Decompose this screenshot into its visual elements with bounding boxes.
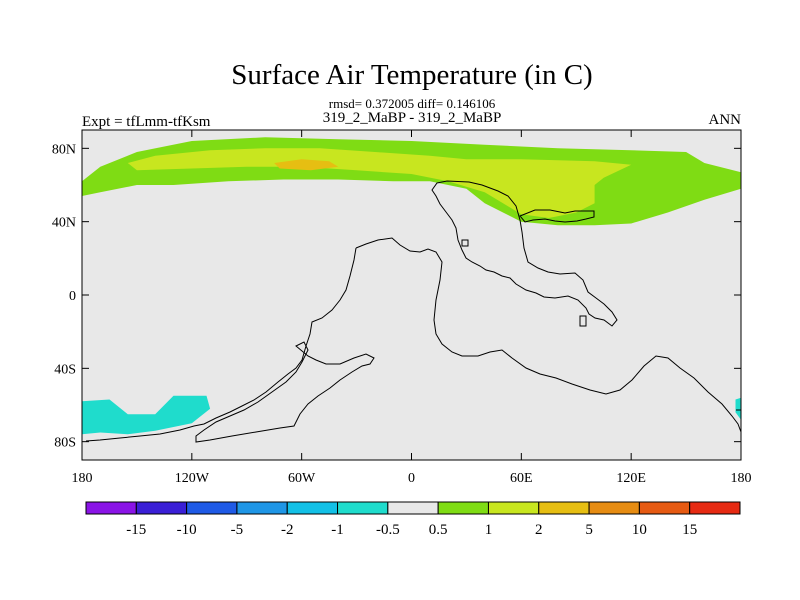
coastline-small-island bbox=[579, 315, 587, 327]
coastline-laurasia bbox=[431, 180, 618, 327]
contour-fill-region bbox=[82, 395, 211, 435]
colorbar-label: -0.5 bbox=[376, 522, 400, 538]
colorbar-label: 2 bbox=[535, 522, 543, 538]
colorbar-swatch bbox=[236, 501, 288, 515]
coastline-south-landmass bbox=[85, 247, 357, 442]
period-label: 319_2_MaBP - 319_2_MaBP bbox=[323, 110, 502, 126]
colorbar-swatch bbox=[487, 501, 540, 515]
coastline-north-america bbox=[355, 237, 741, 433]
experiment-label: Expt = tfLmm-tfKsm bbox=[82, 114, 211, 130]
continent-outlines bbox=[85, 180, 741, 443]
x-tick-label: 0 bbox=[408, 471, 415, 486]
y-tick-label: 0 bbox=[69, 289, 76, 304]
colorbar-label: -10 bbox=[177, 522, 197, 538]
contour-fill-region bbox=[735, 397, 741, 420]
colorbar-swatch bbox=[588, 501, 640, 515]
x-tick-label: 180 bbox=[72, 471, 93, 486]
coastline-north-asia bbox=[519, 209, 595, 223]
colorbar-swatch bbox=[135, 501, 188, 515]
x-tick-label: 180 bbox=[731, 471, 752, 486]
colorbar-swatch bbox=[437, 501, 489, 515]
x-tick-label: 120E bbox=[616, 471, 646, 486]
y-tick-label: 80N bbox=[52, 142, 76, 157]
colorbar-swatch bbox=[85, 501, 137, 515]
colorbar: -15 -10 -5 -2 -1 -0.5 0.5 1 2 5 10 15 bbox=[85, 501, 741, 538]
y-tick-label: 40N bbox=[52, 216, 76, 231]
chart-title: Surface Air Temperature (in C) bbox=[231, 59, 592, 91]
coastline-antarctic-fragment bbox=[736, 409, 741, 430]
map-area bbox=[81, 129, 742, 461]
colorbar-label: 0.5 bbox=[429, 522, 448, 538]
colorbar-label: -5 bbox=[231, 522, 244, 538]
colorbar-swatch bbox=[538, 501, 590, 515]
colorbar-label: 15 bbox=[682, 522, 697, 538]
colorbar-label: 1 bbox=[485, 522, 493, 538]
y-axis: 80N 40N 0 40S 80S bbox=[52, 142, 741, 451]
x-tick-label: 60E bbox=[510, 471, 533, 486]
contour-fill-region bbox=[127, 148, 632, 218]
x-tick-label: 120W bbox=[175, 471, 210, 486]
colorbar-swatch bbox=[186, 501, 238, 515]
y-tick-label: 80S bbox=[54, 436, 76, 451]
colorbar-label: -2 bbox=[281, 522, 294, 538]
x-axis: 180 120W 60W 0 60E 120E 180 bbox=[72, 130, 752, 486]
y-tick-label: 40S bbox=[54, 362, 76, 377]
contour-fill-region bbox=[274, 159, 339, 171]
stats-line: rmsd= 0.372005 diff= 0.146106 bbox=[329, 96, 496, 111]
colorbar-label: 5 bbox=[585, 522, 593, 538]
season-label: ANN bbox=[709, 112, 742, 128]
colorbar-swatch bbox=[689, 501, 741, 515]
colorbar-swatch bbox=[337, 501, 389, 515]
colorbar-label: -15 bbox=[126, 522, 146, 538]
coastline-island-arc bbox=[195, 341, 375, 443]
x-tick-label: 60W bbox=[288, 471, 316, 486]
contour-fills bbox=[82, 137, 741, 435]
colorbar-swatch bbox=[286, 501, 339, 515]
colorbar-swatch bbox=[387, 501, 439, 515]
coastline-small-island bbox=[461, 239, 469, 247]
colorbar-label: -1 bbox=[331, 522, 344, 538]
colorbar-label: 10 bbox=[632, 522, 647, 538]
colorbar-swatch bbox=[638, 501, 691, 515]
